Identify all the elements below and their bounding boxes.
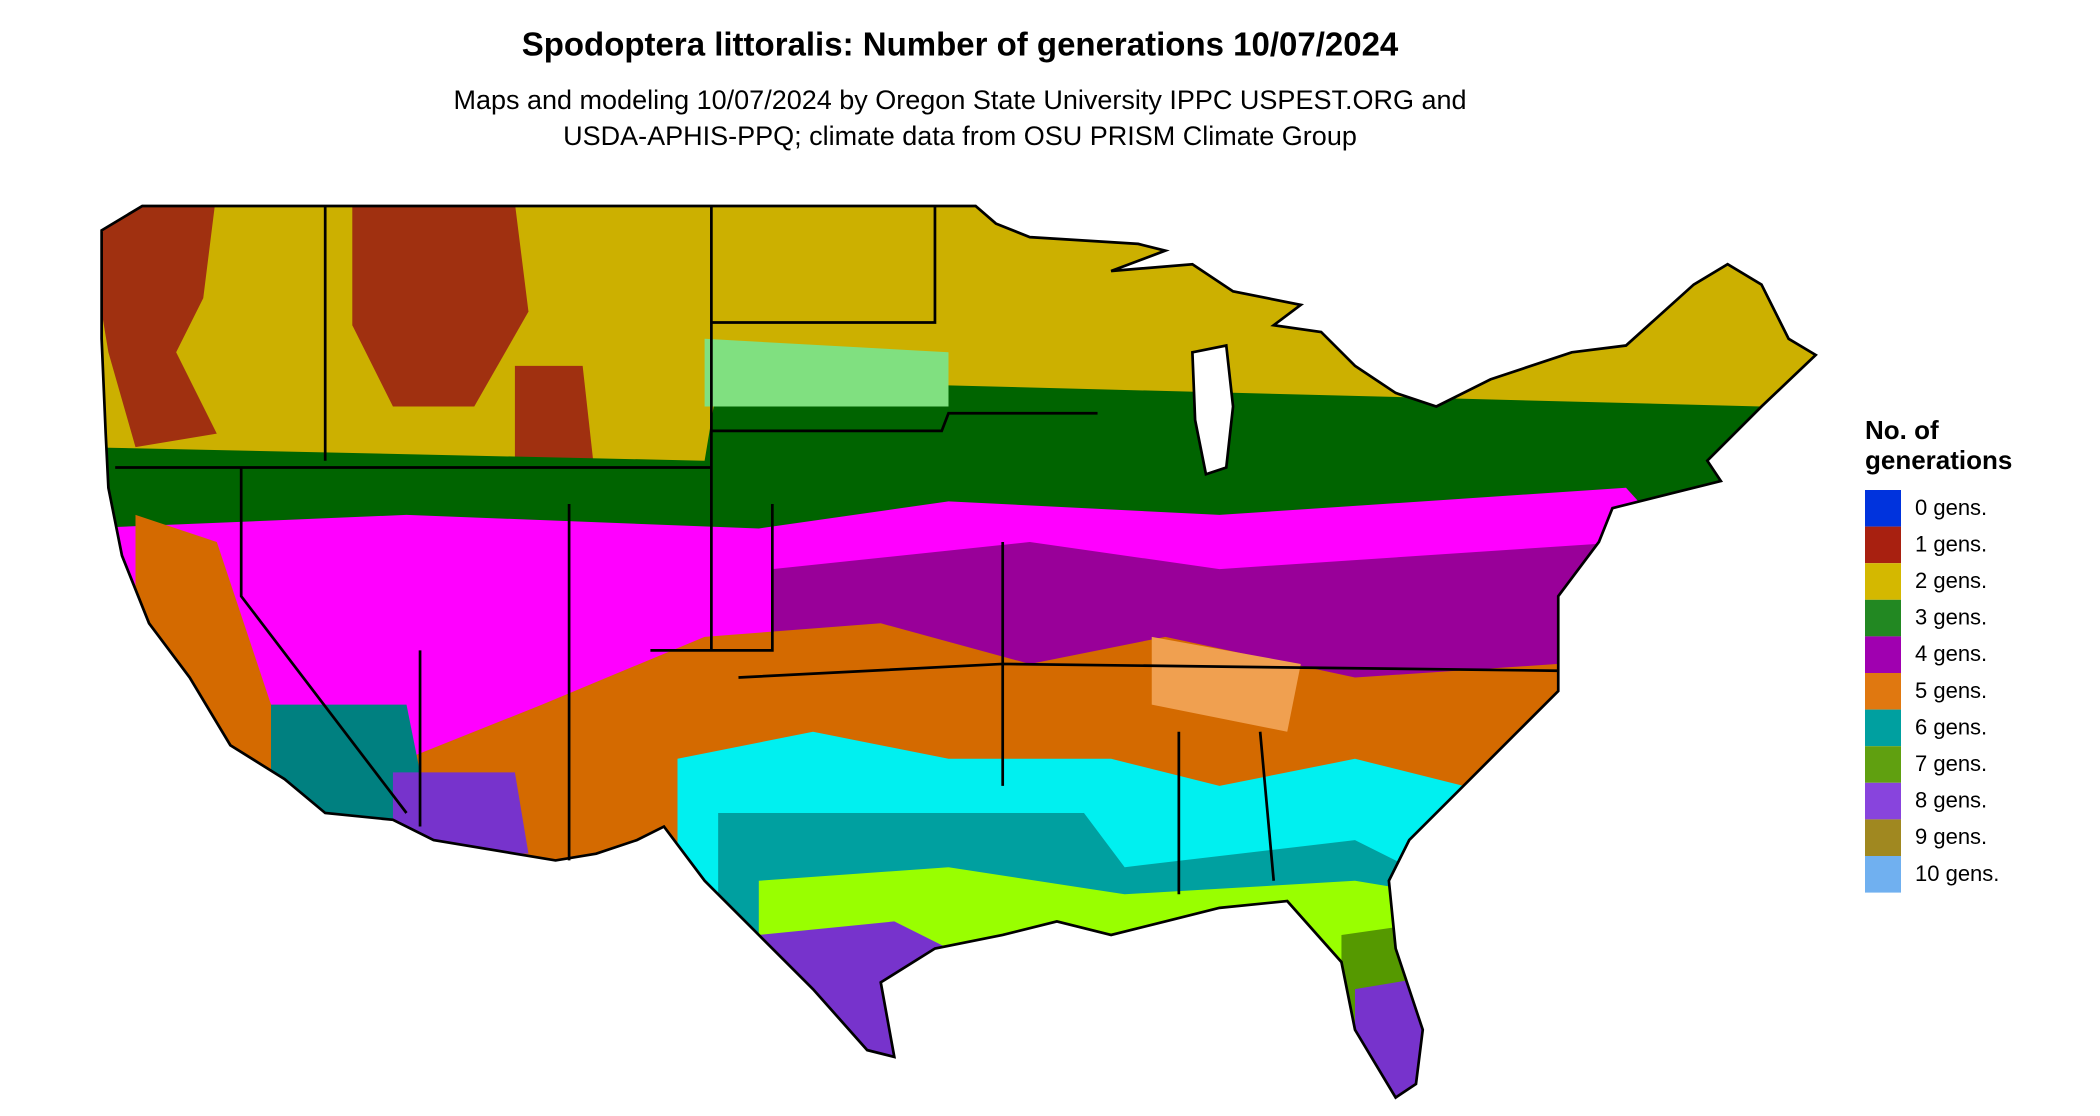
map-title: Spodoptera littoralis: Number of generat… bbox=[522, 26, 1399, 63]
legend-label: 0 gens. bbox=[1915, 495, 1987, 520]
legend-swatch bbox=[1865, 782, 1901, 820]
legend-label: 5 gens. bbox=[1915, 678, 1987, 703]
legend-swatch bbox=[1865, 709, 1901, 747]
map bbox=[100, 204, 1818, 1100]
legend-swatch bbox=[1865, 563, 1901, 600]
subtitle: USDA-APHIS-PPQ; climate data from OSU PR… bbox=[563, 121, 1357, 151]
legend-label: 2 gens. bbox=[1915, 568, 1987, 593]
legend-swatch bbox=[1865, 599, 1901, 637]
legend-swatch bbox=[1865, 673, 1901, 710]
legend-label: 9 gens. bbox=[1915, 824, 1987, 849]
legend-swatch bbox=[1865, 856, 1901, 893]
legend-label: 1 gens. bbox=[1915, 531, 1987, 556]
legend-swatch bbox=[1865, 636, 1901, 673]
legend-label: 8 gens. bbox=[1915, 788, 1987, 813]
legend-title: generations bbox=[1865, 445, 2012, 475]
legend-label: 3 gens. bbox=[1915, 605, 1987, 630]
legend-swatch bbox=[1865, 746, 1901, 783]
legend-label: 4 gens. bbox=[1915, 641, 1987, 666]
legend-label: 10 gens. bbox=[1915, 861, 1999, 886]
legend-swatch bbox=[1865, 490, 1901, 527]
legend: 0 gens. 1 gens. 2 gens. 3 gens. 4 gens. 5 gen… bbox=[1865, 490, 1999, 893]
legend-label: 7 gens. bbox=[1915, 751, 1987, 776]
legend-label: 6 gens. bbox=[1915, 714, 1987, 739]
legend-swatch bbox=[1865, 526, 1901, 564]
legend-swatch bbox=[1865, 819, 1901, 856]
legend-title: No. of bbox=[1865, 415, 1939, 445]
subtitle: Maps and modeling 10/07/2024 by Oregon S… bbox=[453, 85, 1466, 115]
